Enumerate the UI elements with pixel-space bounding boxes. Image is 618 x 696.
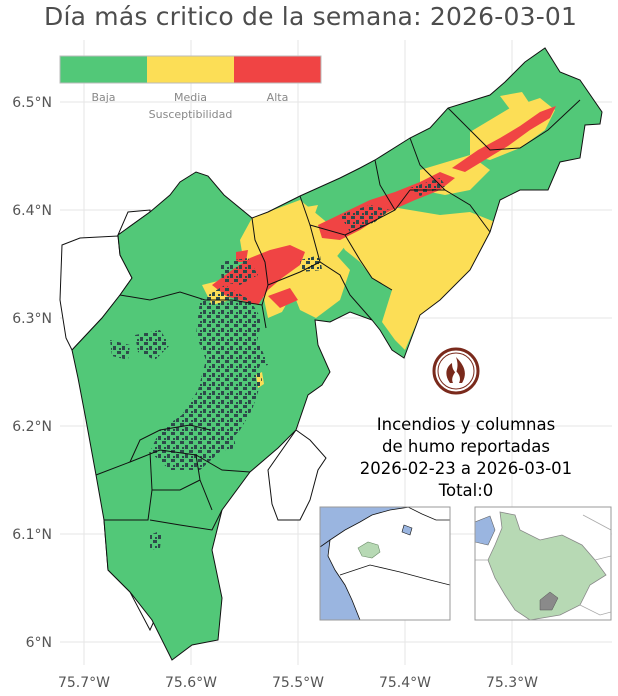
department-locator-inset [474,506,612,621]
lat-tick-label: 6°N [26,635,52,651]
susceptibility-legend: Baja Media Alta Susceptibilidad [59,55,322,121]
lon-tick-label: 75.5°W [272,675,324,691]
legend-label-baja: Baja [91,91,115,104]
longitude-ticks: 75.7°W 75.6°W 75.5°W 75.4°W 75.3°W [58,675,538,691]
latitude-ticks: 6.5°N 6.4°N 6.3°N 6.2°N 6.1°N 6°N [12,95,52,651]
info-line-2: de humo reportadas [382,437,550,456]
lon-tick-label: 75.7°W [58,675,110,691]
country-locator-inset [319,506,451,621]
country-landmass [327,507,450,620]
region-low-susceptibility [72,48,602,660]
lon-tick-label: 75.4°W [379,675,431,691]
info-line-3: 2026-02-23 a 2026-03-01 [360,459,572,478]
legend-swatch-media [147,56,234,83]
forest-cover [110,178,446,550]
fire-icon [432,347,480,395]
info-line-1: Incendios y columnas [377,415,555,434]
lat-tick-label: 6.2°N [12,419,52,435]
lat-tick-label: 6.3°N [12,311,52,327]
lon-tick-label: 75.3°W [486,675,538,691]
locator-region [357,541,381,559]
legend-swatch-baja [60,56,147,83]
lat-tick-label: 6.1°N [12,527,52,543]
lon-tick-label: 75.6°W [165,675,217,691]
legend-label-alta: Alta [267,91,289,104]
lat-tick-label: 6.5°N [12,95,52,111]
lat-tick-label: 6.4°N [12,203,52,219]
fire-reports-info: Incendios y columnas de humo reportadas … [360,415,572,500]
map-title: Día más critico de la semana: 2026-03-01 [44,2,578,31]
info-total: Total:0 [438,481,494,500]
legend-title: Susceptibilidad [149,108,233,121]
legend-swatch-alta [234,56,321,83]
municipality-boundaries [71,47,603,661]
legend-label-media: Media [174,91,207,104]
